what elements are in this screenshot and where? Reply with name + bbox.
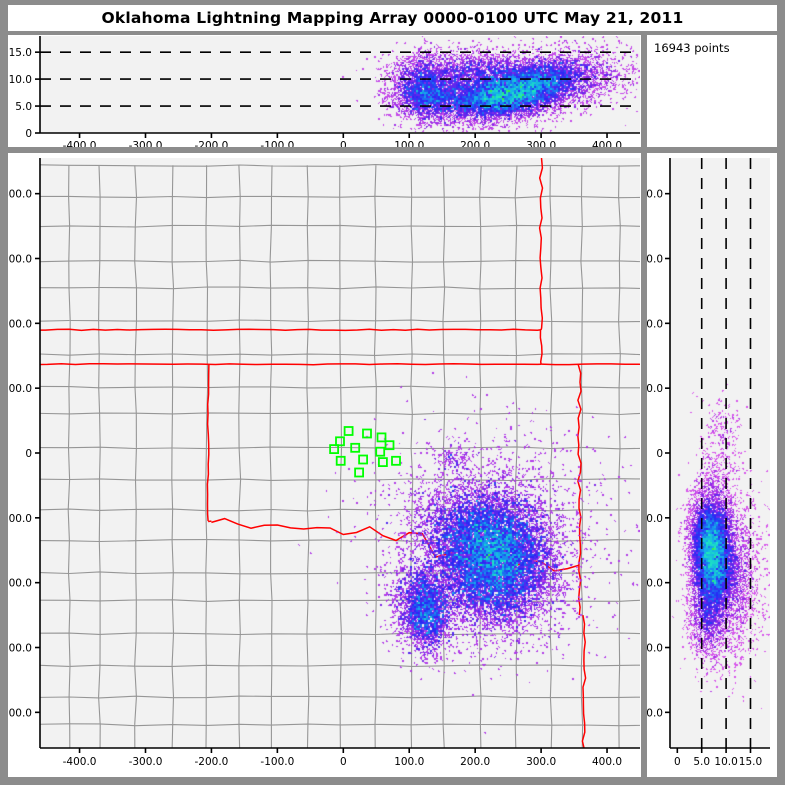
svg-text:-200.0: -200.0 <box>8 578 32 590</box>
side-plot-area[interactable] <box>670 158 770 748</box>
svg-text:200.0: 200.0 <box>460 756 490 768</box>
lma-station-markers <box>329 426 401 478</box>
svg-text:0: 0 <box>340 756 347 768</box>
svg-text:0: 0 <box>674 756 681 768</box>
svg-text:100.0: 100.0 <box>394 756 424 768</box>
svg-text:400.0: 400.0 <box>647 189 663 201</box>
svg-text:-400.0: -400.0 <box>8 707 32 719</box>
svg-text:0: 0 <box>25 128 32 140</box>
svg-text:-400.0: -400.0 <box>63 756 97 768</box>
altitude-vs-east-west-panel[interactable]: 0 5.0 10.0 15.0 -400.0 -300.0 -200.0 -100.0 0 100… <box>8 35 641 147</box>
map-panel[interactable]: -400.0 -300.0 -200.0 -100.0 0 100.0 200.0 300.0… <box>8 153 641 777</box>
map-scatter-canvas <box>40 158 640 748</box>
svg-text:400.0: 400.0 <box>592 756 622 768</box>
top-plot-area[interactable] <box>40 36 640 133</box>
side-axes: -400.0 -300.0 -200.0 -100.0 0 100.0 200.0 300.0… <box>647 158 770 768</box>
svg-text:-400.0: -400.0 <box>647 707 663 719</box>
svg-text:0: 0 <box>25 448 32 460</box>
svg-text:-100.0: -100.0 <box>8 513 32 525</box>
north-south-vs-altitude-panel[interactable]: -400.0 -300.0 -200.0 -100.0 0 100.0 200.0 300.0… <box>647 153 777 777</box>
svg-text:-300.0: -300.0 <box>8 643 32 655</box>
svg-text:100.0: 100.0 <box>394 140 424 147</box>
map-axes: -400.0 -300.0 -200.0 -100.0 0 100.0 200.0 300.0… <box>8 158 640 768</box>
svg-text:-300.0: -300.0 <box>647 643 663 655</box>
map-plot-area[interactable] <box>40 158 640 748</box>
svg-text:10.0: 10.0 <box>9 74 32 86</box>
svg-text:300.0: 300.0 <box>526 140 556 147</box>
svg-text:400.0: 400.0 <box>592 140 622 147</box>
svg-text:100.0: 100.0 <box>647 383 663 395</box>
svg-text:300.0: 300.0 <box>647 253 663 265</box>
svg-text:5.0: 5.0 <box>15 101 32 113</box>
svg-text:100.0: 100.0 <box>8 383 32 395</box>
svg-text:0: 0 <box>340 140 347 147</box>
top-axes: 0 5.0 10.0 15.0 -400.0 -300.0 -200.0 -100.0 0 100… <box>9 36 640 147</box>
points-count-panel: 16943 points <box>647 35 777 147</box>
svg-text:-100.0: -100.0 <box>260 140 294 147</box>
svg-text:-400.0: -400.0 <box>63 140 97 147</box>
points-count-label: 16943 points <box>654 41 730 55</box>
svg-text:200.0: 200.0 <box>647 318 663 330</box>
svg-text:0: 0 <box>656 448 663 460</box>
svg-text:400.0: 400.0 <box>8 189 32 201</box>
page-title: Oklahoma Lightning Mapping Array 0000-01… <box>101 9 684 27</box>
svg-text:-200.0: -200.0 <box>194 756 228 768</box>
svg-text:15.0: 15.0 <box>739 756 762 768</box>
svg-text:200.0: 200.0 <box>460 140 490 147</box>
svg-text:-100.0: -100.0 <box>647 513 663 525</box>
svg-text:300.0: 300.0 <box>8 253 32 265</box>
top-gridlines <box>40 51 640 107</box>
svg-text:-200.0: -200.0 <box>647 578 663 590</box>
svg-text:200.0: 200.0 <box>8 318 32 330</box>
title-bar: Oklahoma Lightning Mapping Array 0000-01… <box>8 5 777 31</box>
svg-text:15.0: 15.0 <box>9 47 32 59</box>
svg-text:-300.0: -300.0 <box>129 756 163 768</box>
svg-text:10.0: 10.0 <box>714 756 737 768</box>
svg-text:-200.0: -200.0 <box>194 140 228 147</box>
svg-text:-100.0: -100.0 <box>260 756 294 768</box>
side-scatter-canvas <box>670 158 770 748</box>
svg-text:300.0: 300.0 <box>526 756 556 768</box>
svg-text:-300.0: -300.0 <box>129 140 163 147</box>
svg-text:5.0: 5.0 <box>693 756 710 768</box>
